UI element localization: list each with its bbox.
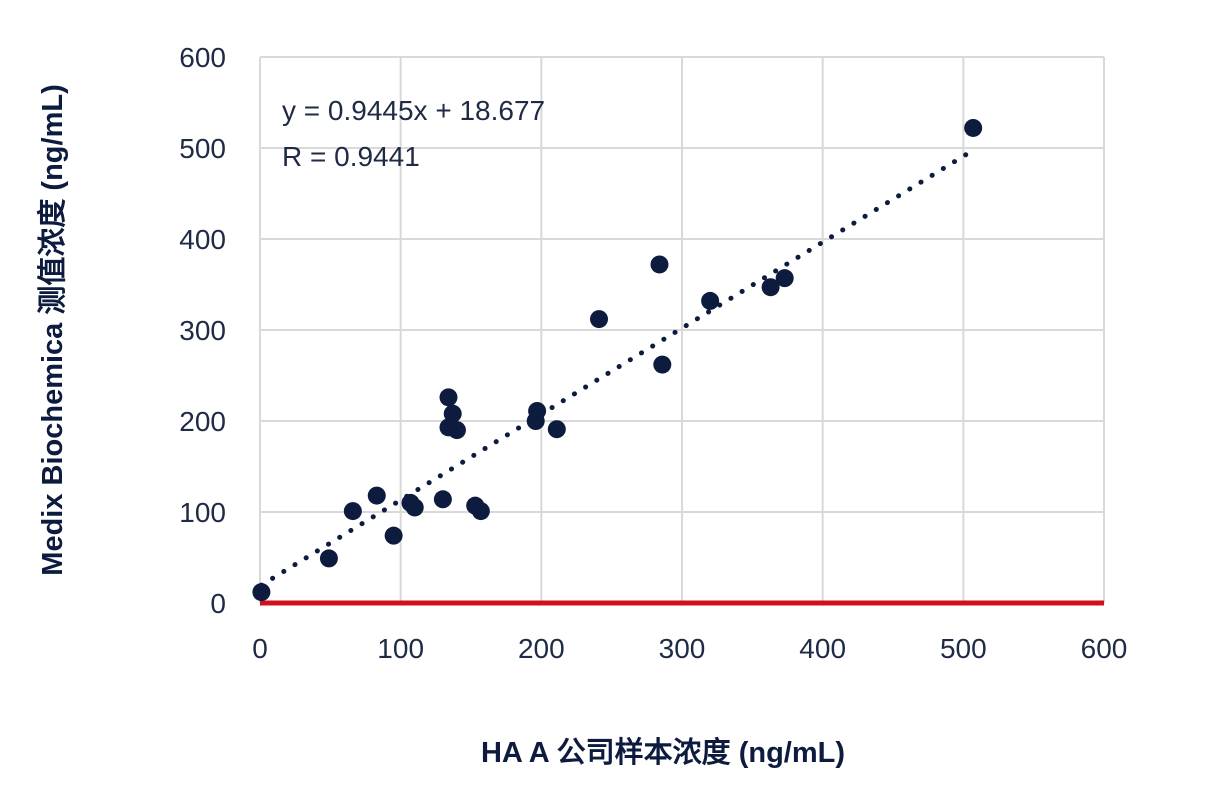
data-point [319,549,338,568]
data-point [653,355,672,374]
x-axis-title: HA A 公司样本浓度 (ng/mL) [481,735,845,769]
x-tick-label: 0 [252,633,268,664]
data-point [528,401,547,420]
data-point [405,498,424,517]
y-tick-label: 500 [179,133,226,164]
y-tick-label: 300 [179,315,226,346]
y-tick-label: 600 [179,42,226,73]
grid-lines [259,56,1105,603]
data-point [433,490,452,509]
data-point [775,269,794,288]
x-tick-label: 100 [377,633,424,664]
data-point [384,526,403,545]
data-point [964,118,983,137]
x-tick-labels: 0 100 200 300 400 500 600 [252,633,1127,664]
y-tick-label: 100 [179,497,226,528]
data-point [367,486,386,505]
data-point [443,404,462,423]
data-points [252,118,983,602]
y-tick-label: 200 [179,406,226,437]
data-point [547,420,566,439]
x-tick-label: 500 [940,633,987,664]
y-tick-labels: 0 100 200 300 400 500 600 [179,42,226,619]
trendline-equation: y = 0.9445x + 18.677 [282,95,545,126]
correlation-value: R = 0.9441 [282,141,420,172]
trendline-layer [258,147,976,588]
data-point [701,291,720,310]
y-tick-label: 0 [210,588,226,619]
data-point [590,310,609,329]
data-point [447,421,466,440]
y-axis-title: Medix Biochemica 测值浓度 (ng/mL) [36,84,69,575]
y-tick-label: 400 [179,224,226,255]
trendline [258,147,976,588]
data-point [343,502,362,521]
x-tick-label: 600 [1081,633,1128,664]
data-point [252,583,271,602]
x-tick-label: 400 [799,633,846,664]
data-point [650,255,669,274]
x-tick-label: 300 [659,633,706,664]
data-point [439,388,458,407]
x-tick-label: 200 [518,633,565,664]
data-point [471,502,490,521]
data-point [761,278,780,297]
